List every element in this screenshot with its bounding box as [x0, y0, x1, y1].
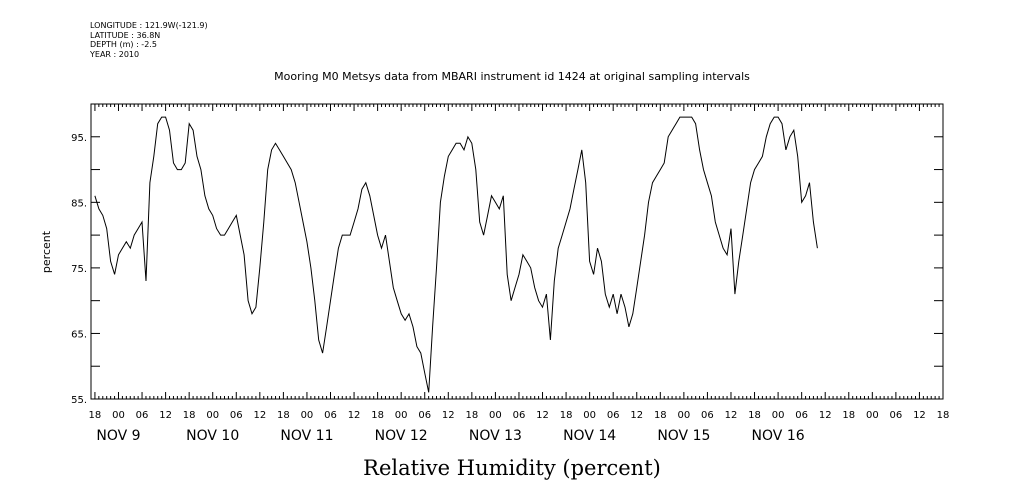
year-label: YEAR : 2010	[90, 49, 140, 59]
x-tick-label: 06	[230, 410, 243, 421]
y-axis-title: percent	[40, 230, 53, 273]
x-tick-label: 06	[324, 410, 337, 421]
x-tick-label: 18	[183, 410, 196, 421]
x-tick-label: 18	[277, 410, 290, 421]
day-label: NOV 15	[657, 428, 710, 444]
x-tick-label: 06	[513, 410, 526, 421]
x-tick-label: 18	[748, 410, 761, 421]
x-tick-label: 00	[112, 410, 125, 421]
chart-title: Mooring M0 Metsys data from MBARI instru…	[274, 70, 750, 83]
x-tick-label: 12	[348, 410, 361, 421]
series-line	[94, 116, 818, 393]
y-tick-label: 55.	[71, 395, 87, 406]
day-label: NOV 12	[375, 428, 428, 444]
x-tick-label: 00	[583, 410, 596, 421]
x-tick-label: 12	[253, 410, 266, 421]
day-labels: NOV 9 NOV 10 NOV 11 NOV 12 NOV 13 NOV 14 NOV 1…	[96, 428, 804, 444]
x-tick-label: 00	[301, 410, 314, 421]
day-label: NOV 13	[469, 428, 522, 444]
x-tick-label: 12	[819, 410, 832, 421]
x-tick-label: 18	[937, 410, 950, 421]
day-label: NOV 16	[752, 428, 805, 444]
day-label: NOV 11	[280, 428, 333, 444]
x-tick-label: 18	[89, 410, 102, 421]
x-tick-label: 00	[206, 410, 219, 421]
x-tick-label: 06	[418, 410, 431, 421]
x-tick-label: 00	[677, 410, 690, 421]
x-tick-label: 00	[395, 410, 408, 421]
x-tick-label: 00	[489, 410, 502, 421]
plot-frame	[90, 103, 944, 400]
y-tick-label: 95.	[71, 133, 87, 144]
x-tick-label: 00	[772, 410, 785, 421]
x-tick-label: 06	[136, 410, 149, 421]
depth-label: DEPTH (m) : -2.5	[90, 40, 157, 49]
day-label: NOV 10	[186, 428, 239, 444]
x-tick-label: 12	[913, 410, 926, 421]
x-tick-label: 18	[371, 410, 384, 421]
x-tick-label: 06	[890, 410, 903, 421]
metadata-block: LONGITUDE : 121.9W(-121.9) LATITUDE : 36…	[90, 21, 208, 59]
y-tick-label: 75.	[71, 264, 87, 275]
x-tick-label: 12	[536, 410, 549, 421]
day-label: NOV 9	[96, 428, 140, 444]
x-tick-label: 00	[866, 410, 879, 421]
y-tick-label: 65.	[71, 329, 87, 340]
x-tick-label: 12	[630, 410, 643, 421]
x-tick-label: 12	[159, 410, 172, 421]
longitude-label: LONGITUDE : 121.9W(-121.9)	[90, 21, 208, 30]
x-tick-label: 12	[442, 410, 455, 421]
x-tick-label: 12	[725, 410, 738, 421]
x-tick-label: 06	[607, 410, 620, 421]
x-axis-title: Relative Humidity (percent)	[363, 456, 661, 480]
x-tick-labels: 18 00 06 12 18 00 06 12 18 00 06 12 18 00 06 12 18 00 06 12…	[89, 410, 950, 421]
y-tick-label: 85.	[71, 198, 87, 209]
x-tick-label: 18	[654, 410, 667, 421]
x-tick-label: 18	[465, 410, 478, 421]
x-tick-label: 06	[795, 410, 808, 421]
x-tick-label: 18	[560, 410, 573, 421]
day-label: NOV 14	[563, 428, 616, 444]
ticks-layer	[91, 103, 943, 400]
latitude-label: LATITUDE : 36.8N	[90, 30, 161, 40]
x-tick-label: 06	[701, 410, 714, 421]
y-tick-labels: 55. 65. 75. 85. 95.	[71, 133, 87, 406]
x-tick-label: 18	[842, 410, 855, 421]
